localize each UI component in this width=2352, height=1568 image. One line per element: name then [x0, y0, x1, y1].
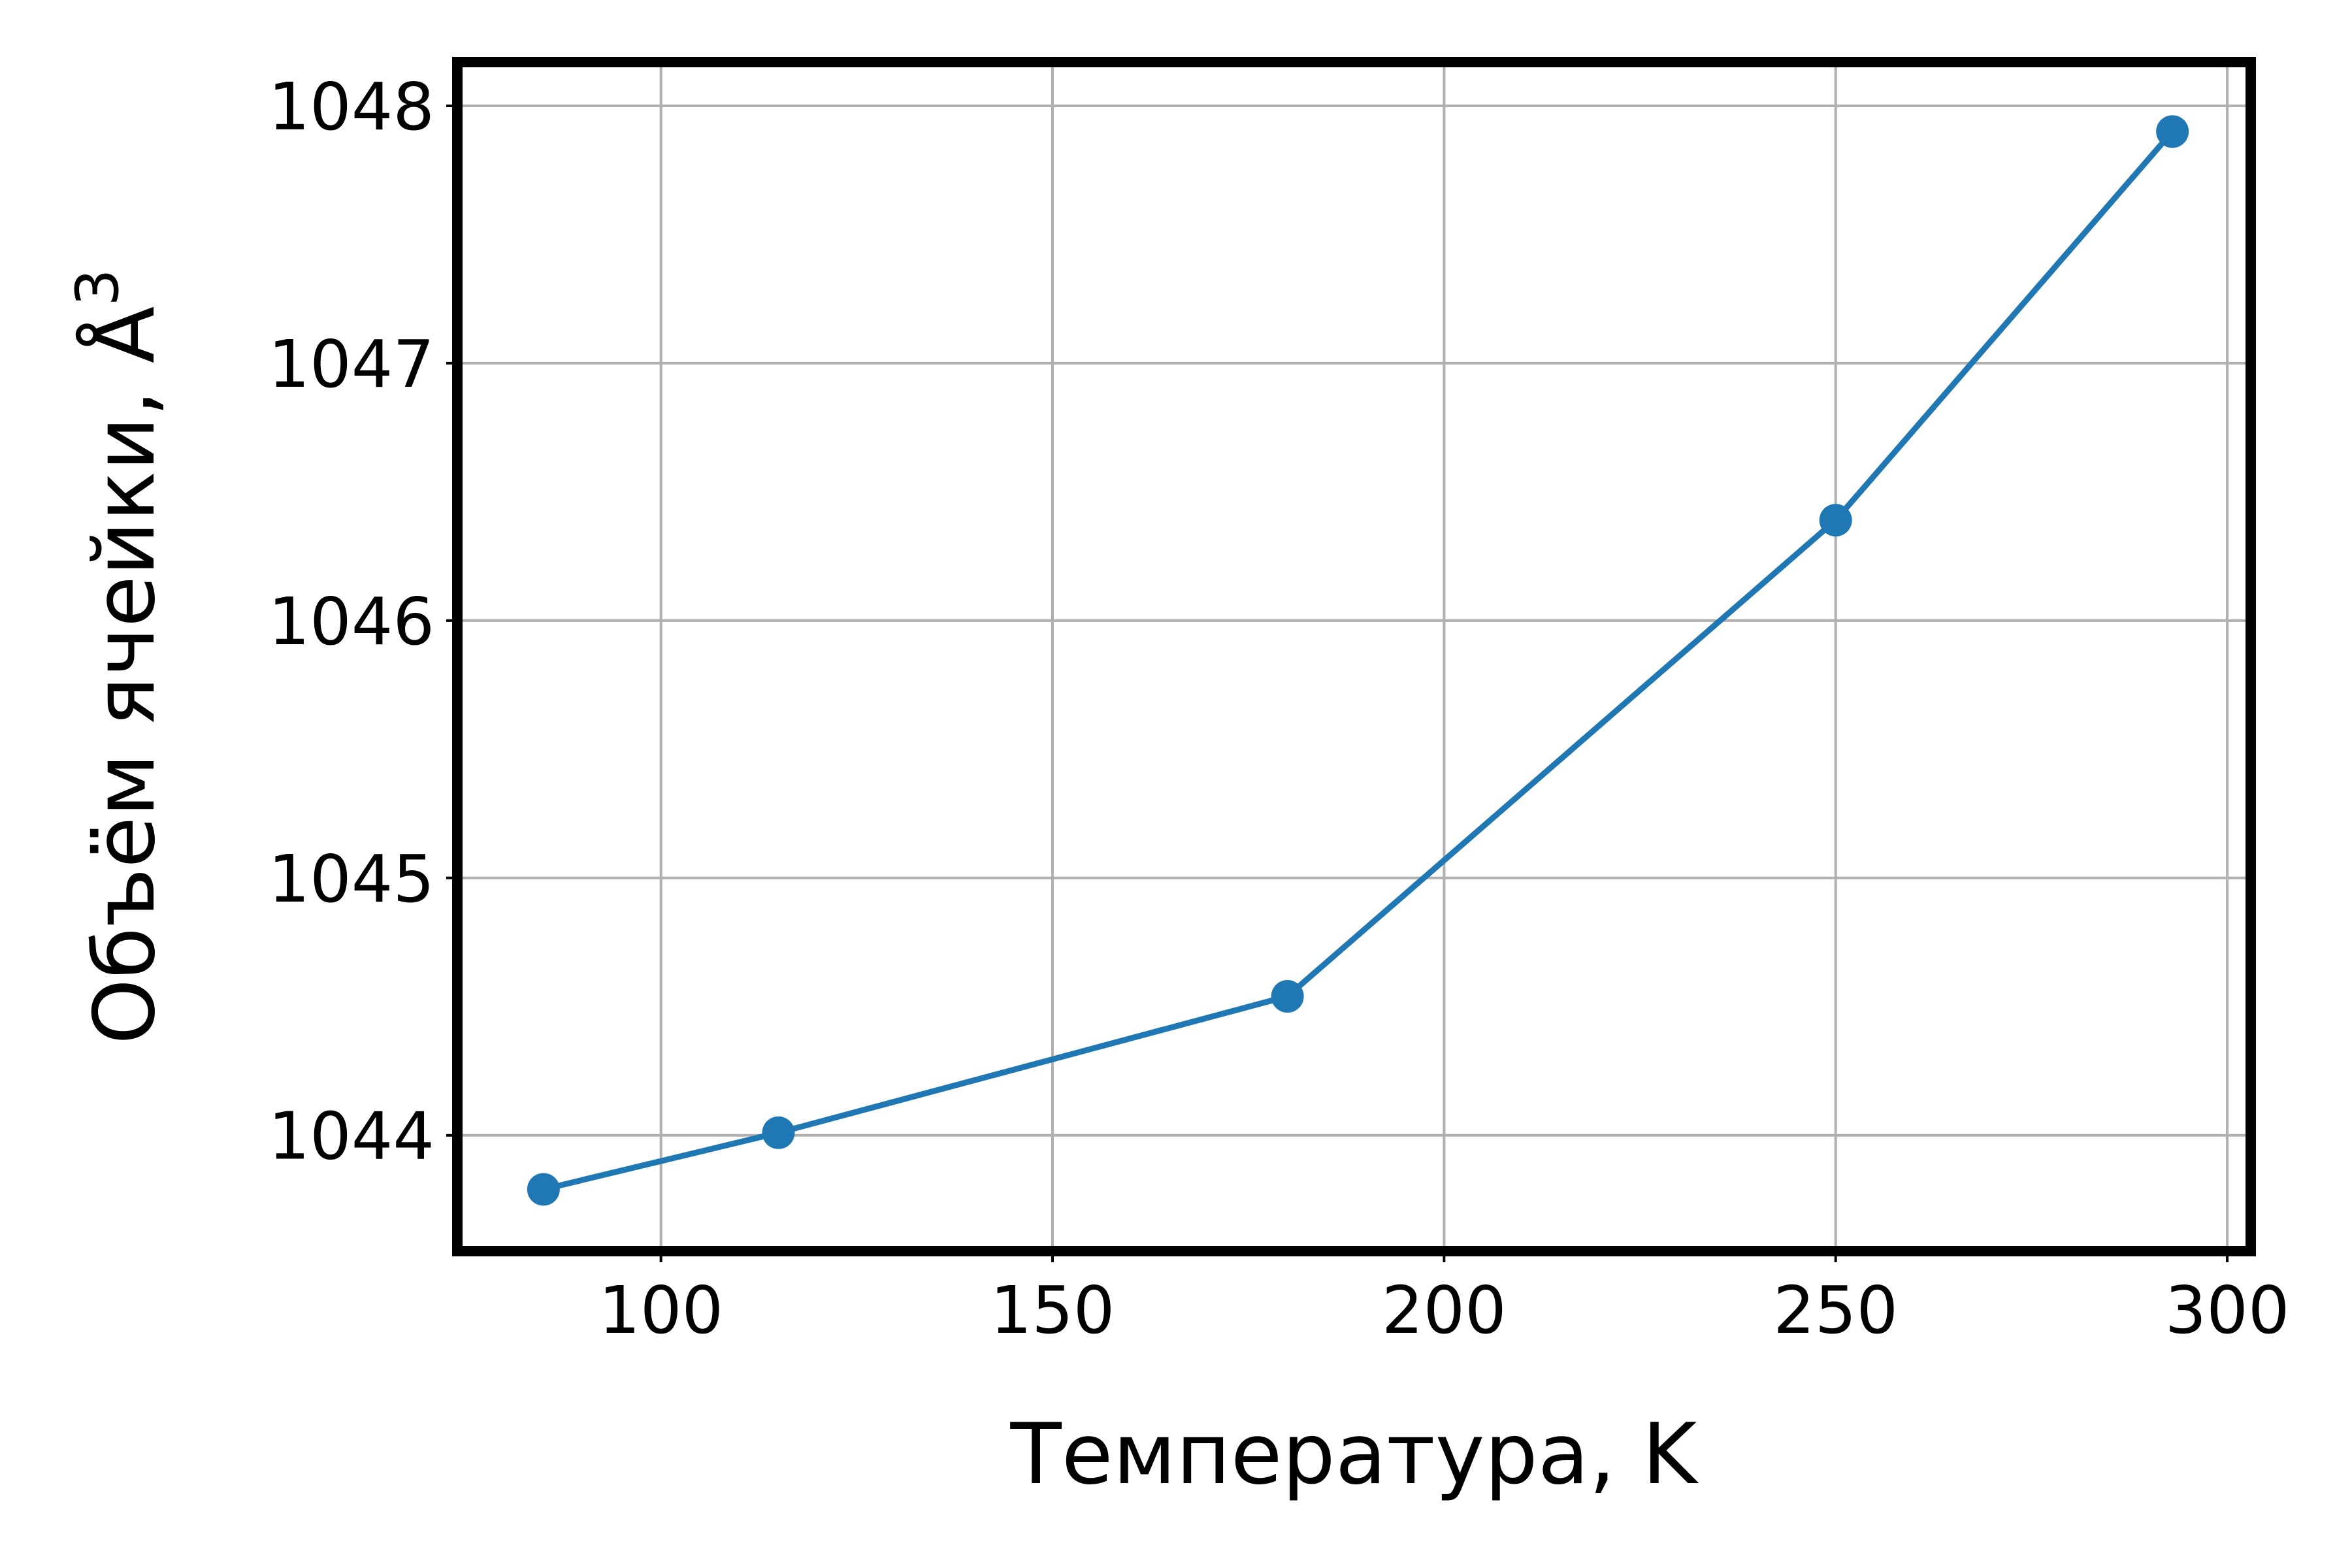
data-point: [527, 1173, 560, 1206]
data-point: [1271, 980, 1304, 1013]
data-point: [762, 1116, 795, 1149]
plot-frame: [452, 57, 2256, 1256]
y-tick-label: 1047: [269, 326, 435, 402]
x-axis-label: Температура, K: [1010, 1406, 1699, 1503]
y-axis-label-superscript: 3: [63, 269, 132, 306]
series-line: [540, 128, 2176, 1192]
grid: [457, 62, 2251, 1251]
x-tick-label: 300: [2165, 1272, 2290, 1348]
series-layer: [527, 115, 2189, 1206]
y-tick-label: 1046: [269, 583, 435, 660]
y-tick-label: 1044: [269, 1098, 435, 1175]
data-point: [1819, 504, 1852, 537]
data-point: [2156, 115, 2189, 148]
x-tick-label: 250: [1773, 1272, 1898, 1348]
x-tick-label: 200: [1382, 1272, 1507, 1348]
x-tick-label: 100: [598, 1272, 723, 1348]
ticks: 100 150 200 250 300 1044 1045 1046 1047 1048: [269, 69, 2290, 1348]
y-axis-label: Объём ячейки, Å3: [63, 269, 174, 1044]
x-tick-label: 150: [990, 1272, 1115, 1348]
y-tick-label: 1045: [269, 841, 435, 917]
y-tick-label: 1048: [269, 69, 435, 145]
y-axis-label-text: Объём ячейки, Å: [76, 306, 174, 1045]
